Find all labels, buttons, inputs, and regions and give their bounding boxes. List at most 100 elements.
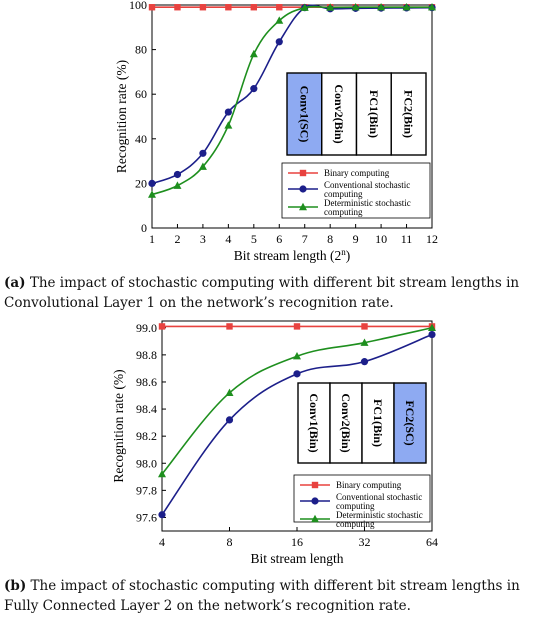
- x-tick-label: 4: [225, 232, 231, 246]
- chart-b: 97.6 97.8 98.0 98.2 98.4 98.6 98.8 99.0 4 8 16 32 64…: [111, 320, 438, 566]
- x-tick-label: 4: [159, 535, 165, 549]
- data-point: [173, 181, 182, 189]
- legend-box: [281, 162, 431, 219]
- x-tick-label: 7: [302, 232, 308, 246]
- data-point: [250, 4, 258, 11]
- data-point: [198, 162, 207, 170]
- figure-b: 97.6 97.8 98.0 98.2 98.4 98.6 98.8 99.0 4 8 16 32 64…: [0, 316, 550, 584]
- caption-b: (b) The impact of stochastic computing w…: [4, 576, 544, 616]
- y-tick-label: 80: [135, 43, 147, 57]
- y-tick-label: 60: [135, 87, 147, 101]
- data-point: [225, 416, 234, 424]
- data-point: [199, 4, 207, 11]
- x-tick-label: 32: [359, 535, 371, 549]
- caption-b-text: The impact of stochastic computing with …: [4, 578, 520, 614]
- data-point: [293, 323, 301, 330]
- data-point: [173, 170, 182, 179]
- x-tick-label: 16: [291, 535, 303, 549]
- data-point: [377, 3, 386, 11]
- layer-box: [361, 382, 395, 464]
- layer-box: [393, 382, 427, 464]
- legend-label: Conventional stochastic: [324, 180, 410, 190]
- layer-label: Conv2(Bin): [339, 393, 353, 452]
- data-point: [148, 190, 156, 198]
- layer-box: [390, 72, 427, 156]
- x-axis-label: Bit stream length (2n): [234, 247, 351, 263]
- legend-label: Deterministic stochastic: [336, 510, 423, 520]
- data-point: [224, 108, 232, 116]
- legend-marker: [311, 497, 319, 505]
- series-2: [158, 330, 436, 519]
- y-tick-label: 99.0: [136, 321, 157, 335]
- x-tick-label: 8: [227, 535, 233, 549]
- x-tick-label: 64: [426, 535, 438, 549]
- y-tick-label: 20: [135, 176, 147, 190]
- layer-label: Conv1(SC): [297, 86, 311, 143]
- data-point: [199, 149, 207, 157]
- layer-box: [286, 72, 323, 156]
- y-axis-label: Recognition rate (%): [111, 369, 126, 482]
- x-tick-label: 12: [426, 232, 438, 246]
- data-point: [428, 3, 436, 11]
- series-3: [158, 323, 436, 478]
- y-tick-label: 98.8: [136, 348, 157, 362]
- data-point: [351, 3, 360, 11]
- x-tick-label: 8: [327, 232, 333, 246]
- data-point: [326, 3, 335, 11]
- data-point: [225, 4, 232, 11]
- data-point: [225, 388, 234, 397]
- legend-label: Conventional stochastic: [336, 492, 422, 502]
- plot-frame: [151, 4, 433, 229]
- y-tick-label: 98.2: [136, 429, 157, 443]
- layer-label: FC2(Bin): [402, 90, 416, 138]
- layer-box: [321, 72, 358, 156]
- legend-marker: [299, 185, 307, 193]
- caption-a-text: The impact of stochastic computing with …: [4, 275, 520, 311]
- data-point: [276, 4, 283, 11]
- data-point: [293, 370, 301, 378]
- caption-a: (a) The impact of stochastic computing w…: [4, 273, 544, 313]
- y-tick-label: 97.6: [136, 510, 157, 524]
- data-point: [174, 4, 181, 11]
- x-tick-label: 11: [401, 232, 413, 246]
- layer-label: FC1(Bin): [371, 399, 385, 447]
- data-point: [275, 38, 283, 46]
- y-tick-label: 40: [135, 132, 147, 146]
- legend-label: Binary computing: [336, 480, 402, 490]
- y-axis-label: Recognition rate (%): [114, 60, 129, 173]
- caption-b-label: (b): [4, 578, 27, 594]
- y-tick-label: 98.6: [136, 375, 157, 389]
- x-tick-label: 3: [200, 232, 206, 246]
- data-point: [275, 16, 284, 24]
- x-tick-label: 6: [276, 232, 282, 246]
- data-point: [158, 323, 166, 330]
- data-point: [360, 338, 369, 346]
- legend-marker: [299, 169, 307, 177]
- data-point: [224, 121, 233, 129]
- series-1: [158, 323, 436, 330]
- y-tick-label: 98.0: [136, 456, 157, 470]
- data-point: [158, 469, 166, 478]
- layer-label: FC1(Bin): [367, 90, 381, 138]
- data-point: [293, 352, 301, 360]
- y-tick-label: 98.4: [136, 402, 157, 416]
- layer-label: FC2(SC): [403, 400, 417, 445]
- x-tick-label: 2: [174, 232, 180, 246]
- legend-label: computing: [336, 501, 375, 511]
- data-point: [148, 179, 156, 187]
- data-point: [300, 3, 309, 11]
- figure-a: 0 20 40 60 80 100 1 2 3 4 5 6 7 8 9 10 11 12 Bit stream le…: [0, 0, 550, 275]
- data-point: [226, 323, 233, 330]
- legend-label: computing: [336, 519, 375, 529]
- caption-a-label: (a): [4, 275, 26, 291]
- data-point: [360, 358, 369, 366]
- y-tick-label: 97.8: [136, 483, 157, 497]
- y-tick-label: 100: [129, 0, 147, 12]
- layer-label: Conv2(Bin): [332, 84, 346, 143]
- data-point: [249, 49, 258, 58]
- legend-marker: [311, 514, 319, 523]
- x-axis-label: Bit stream length: [251, 551, 344, 566]
- legend-label: computing: [324, 207, 363, 217]
- layer-box: [329, 382, 363, 464]
- data-point: [428, 330, 436, 339]
